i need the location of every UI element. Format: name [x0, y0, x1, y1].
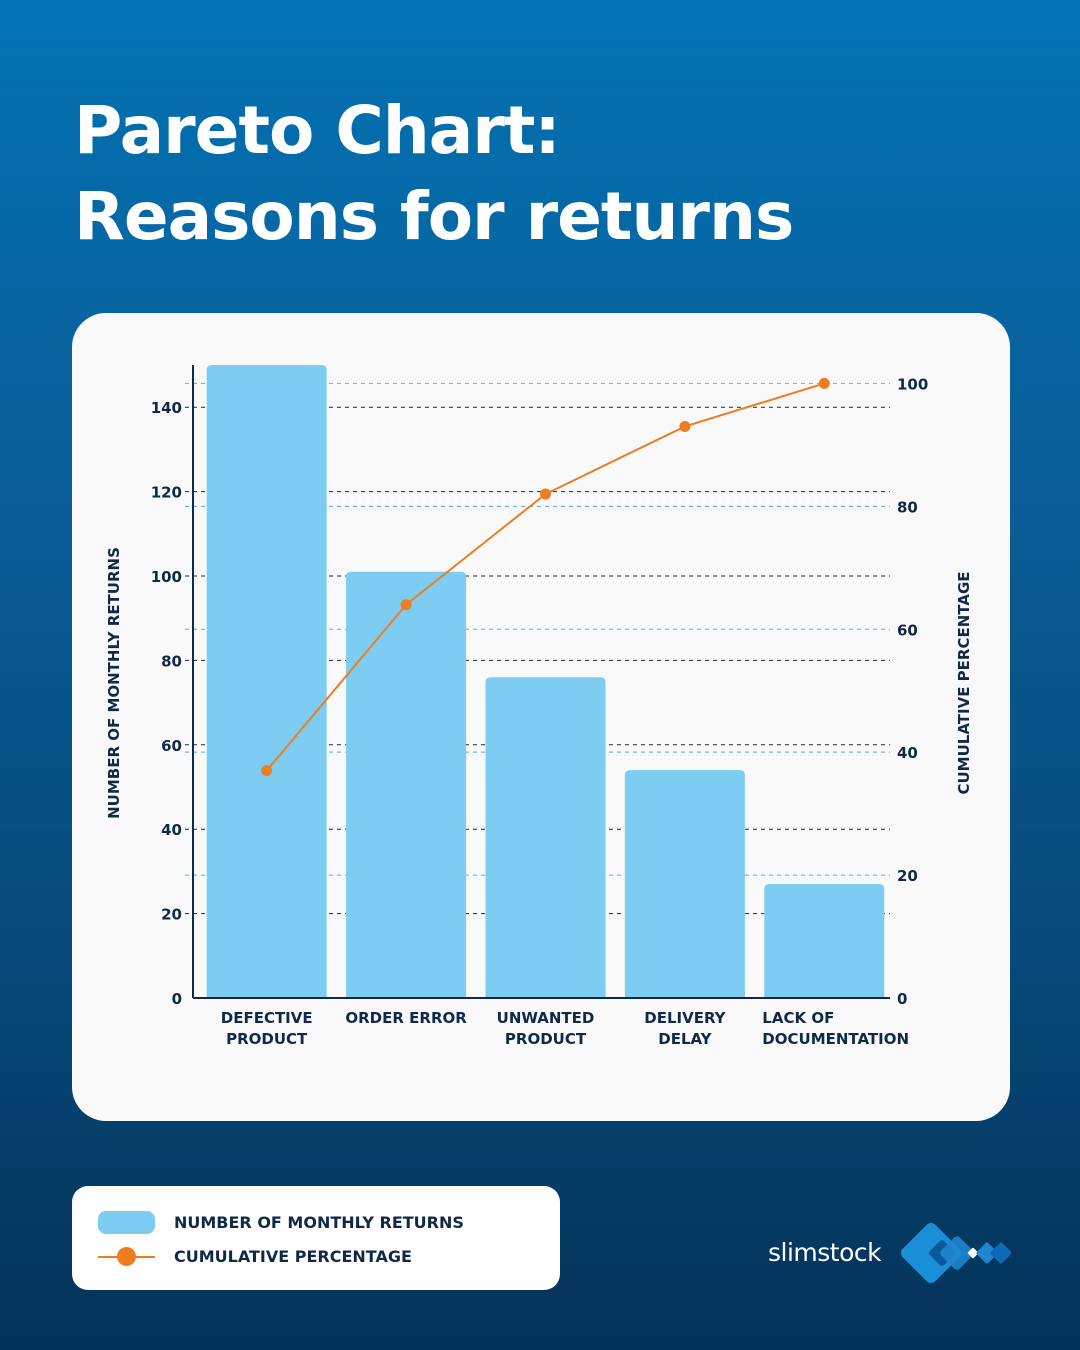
- legend-item-cumulative-percentage: CUMULATIVE PERCENTAGE: [98, 1241, 412, 1271]
- y-tick-label: 20: [161, 906, 182, 924]
- brand-wordmark: slimstock: [768, 1238, 882, 1267]
- page-title: Pareto Chart: Reasons for returns: [74, 88, 794, 260]
- legend-line-swatch: [98, 1245, 155, 1268]
- y-right-tick-label: 100: [897, 375, 928, 393]
- y-tick-label: 100: [151, 568, 182, 586]
- x-category-label: DEFECTIVE PRODUCT: [221, 1009, 313, 1048]
- legend-bar-swatch: [98, 1210, 155, 1234]
- cumulative-point: [400, 599, 412, 611]
- legend-item-monthly-returns: NUMBER OF MONTHLY RETURNS: [98, 1207, 464, 1237]
- chart-card: 0 20 40 60 80 100 120 140 0 20 40 60 80 100 DEFECTIVE P…: [72, 313, 1010, 1121]
- bar: [206, 365, 327, 998]
- slimstock-diamond-icon: [900, 1222, 1011, 1284]
- y-tick-label: 0: [172, 990, 182, 1008]
- y-right-tick-label: 0: [897, 990, 907, 1008]
- y-right-tick-label: 40: [897, 744, 918, 762]
- title-line-1: Pareto Chart:: [74, 92, 561, 169]
- y-right-axis-title: CUMULATIVE PERCENTAGE: [955, 571, 973, 794]
- title-line-2: Reasons for returns: [74, 178, 794, 255]
- y-right-tick-label: 60: [897, 621, 918, 639]
- y-right-tick-label: 80: [897, 498, 918, 516]
- x-category-label: DELIVERY DELAY: [644, 1009, 726, 1048]
- brand-logo: slimstock: [768, 1220, 1013, 1292]
- y-right-tick-label: 20: [897, 867, 918, 885]
- x-category-label: ORDER ERROR: [345, 1009, 467, 1027]
- legend-label-cumulative-percentage: CUMULATIVE PERCENTAGE: [174, 1246, 412, 1266]
- cumulative-point: [679, 420, 691, 432]
- x-category-label: LACK OF DOCUMENTATION: [762, 1009, 909, 1048]
- bar: [485, 677, 606, 998]
- legend-label-monthly-returns: NUMBER OF MONTHLY RETURNS: [174, 1212, 464, 1232]
- bar: [346, 571, 467, 998]
- cumulative-point: [818, 377, 830, 389]
- y-tick-label: 60: [161, 737, 182, 755]
- y-tick-label: 80: [161, 652, 182, 670]
- y-tick-label: 120: [151, 484, 182, 502]
- pareto-chart: 0 20 40 60 80 100 120 140 0 20 40 60 80 100 DEFECTIVE P…: [105, 365, 973, 1048]
- y-tick-label: 140: [151, 399, 182, 417]
- bar: [764, 884, 885, 998]
- cumulative-point: [540, 488, 551, 500]
- y-axis-title: NUMBER OF MONTHLY RETURNS: [105, 547, 123, 819]
- y-tick-label: 40: [161, 821, 182, 839]
- x-category-label: UNWANTED PRODUCT: [497, 1009, 595, 1048]
- chart-legend: NUMBER OF MONTHLY RETURNS CUMULATIVE PER…: [72, 1186, 560, 1290]
- bar: [624, 770, 745, 998]
- cumulative-point: [261, 765, 273, 777]
